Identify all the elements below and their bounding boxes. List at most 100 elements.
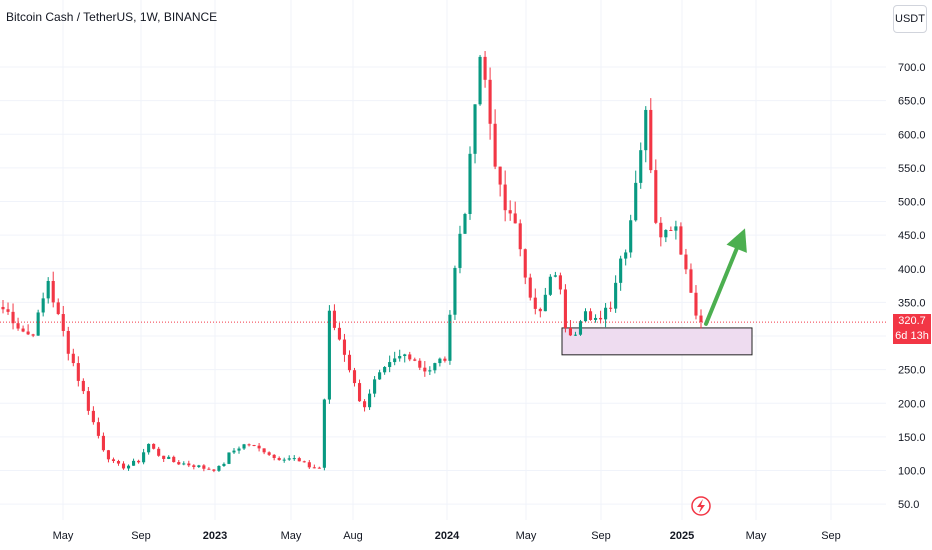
candle-body [41,298,45,313]
event-flash-icon[interactable] [691,496,711,516]
candle-body [337,327,342,340]
x-axis[interactable]: May Sep 2023 May Aug 2024 May Sep 2025 May Sep [53,530,841,542]
candle-body [503,184,507,211]
candle-body [548,276,552,295]
candle-body [583,311,588,322]
candle-body [297,458,301,462]
y-tick-label: 550.0 [898,163,926,175]
candle-body [202,465,206,469]
candle-body [11,311,15,324]
candle-body [126,465,131,469]
candle-body [222,463,226,466]
x-tick-label: Aug [343,530,363,542]
x-tick-label: May [516,530,537,542]
candle-body [81,380,85,392]
candle-body [443,358,447,361]
candle-body [438,358,442,364]
y-tick-label: 350.0 [898,297,926,309]
y-tick-label: 500.0 [898,197,926,209]
candle-body [121,463,126,469]
candle-body [31,334,35,336]
x-tick-label: 2025 [670,530,694,542]
last-price-label: 320.7 [893,314,931,329]
candle-body [383,367,387,373]
candle-body [523,249,527,278]
candle-body [237,448,241,451]
candle-body [142,452,146,463]
y-axis[interactable]: 50.0100.0150.0200.0250.0300.0350.0400.04… [898,62,926,511]
candle-body [152,443,156,449]
candle-body [51,280,55,303]
candle-body [373,379,377,394]
candle-body [207,468,211,470]
candle-body [292,458,296,460]
candle-body [177,462,181,465]
candle-body [619,258,623,283]
chart-title: Bitcoin Cash / TetherUS, 1W, BINANCE [6,10,218,24]
candle-body [433,363,437,371]
candle-body [393,358,397,363]
candle-body [629,220,633,253]
candle-body [388,362,392,368]
candle-body [227,452,231,464]
candle-body [458,233,462,268]
candle-body [322,399,326,468]
candle-body [644,109,648,151]
candle-body [604,307,608,320]
candle-body [147,443,151,453]
y-tick-label: 150.0 [898,432,926,444]
candle-body [453,267,457,315]
trend-arrow-shaft [704,246,739,326]
candle-body [71,353,75,364]
currency-button[interactable]: USDT [893,5,927,33]
candle-body [302,461,306,463]
candle-body [473,104,477,154]
candle-body [528,277,532,298]
candle-body [664,230,668,238]
candle-body [101,435,105,451]
candle-body [654,170,658,223]
y-tick-label: 600.0 [898,129,926,141]
candle-body [699,315,703,323]
candle-body [21,328,25,332]
candle-body [538,308,542,312]
candle-body [659,222,663,238]
candle-body [478,56,482,105]
candle-body [217,465,221,471]
candle-body [91,410,95,423]
candle-body [573,334,578,336]
candle-body [332,310,336,328]
candle-body [252,445,256,447]
candle-body [157,448,161,456]
candle-body [418,360,422,368]
candle-body [362,401,367,408]
event-marker-layer[interactable] [691,496,711,516]
candle-body [26,331,30,335]
candle-body [197,465,201,468]
candle-body [468,153,472,214]
support-zone [561,327,753,356]
candle-body [36,312,40,336]
candle-body [674,226,678,231]
candle-body [578,321,583,335]
y-tick-label: 250.0 [898,365,926,377]
candle-body [1,306,5,310]
candle-body [599,317,603,320]
candle-body [689,269,693,293]
support-zone-layer [561,327,753,356]
candle-body [357,383,362,402]
candle-body [317,467,321,469]
candle-body [649,109,653,171]
candle-body [398,356,402,359]
candle-body [106,450,111,460]
candle-body [368,393,372,408]
candle-body [172,456,176,463]
grid [0,0,886,520]
trend-arrow-layer [704,228,747,326]
countdown-label: 6d 13h [893,329,931,344]
candle-body [347,354,352,371]
candle-body [553,275,557,277]
candle-body [498,166,502,185]
candle-body [513,213,517,224]
